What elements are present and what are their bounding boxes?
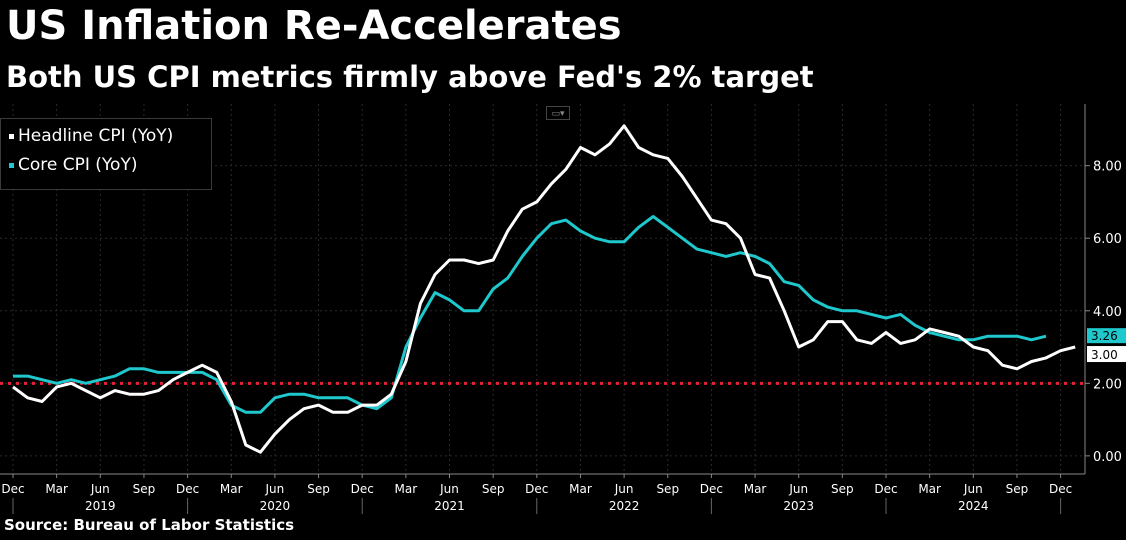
x-tick-label: Jun (963, 482, 983, 496)
x-tick-label: Mar (918, 482, 941, 496)
chart-type-icon[interactable]: ▭▾ (546, 106, 570, 120)
x-tick-label: Jun (439, 482, 459, 496)
x-tick-label: Dec (525, 482, 548, 496)
legend-label-core: Core CPI (YoY) (18, 155, 138, 175)
x-tick-label: Dec (1049, 482, 1072, 496)
headline-last-value-tag (1087, 346, 1126, 363)
x-tick-label: Mar (45, 482, 68, 496)
source-note: Source: Bureau of Labor Statistics (4, 516, 295, 534)
chart-subtitle: Both US CPI metrics firmly above Fed's 2… (6, 60, 814, 94)
x-year-label: 2023 (783, 499, 814, 513)
x-tick-label: Sep (482, 482, 505, 496)
y-tick-label: 8.00 (1093, 160, 1122, 175)
headline-last-value-label: 3.00 (1091, 348, 1118, 362)
y-tick-label: 2.00 (1093, 377, 1122, 392)
x-year-label: 2019 (85, 499, 116, 513)
x-tick-label: Mar (220, 482, 243, 496)
x-tick-label: Mar (744, 482, 767, 496)
x-year-label: 2022 (609, 499, 640, 513)
x-tick-label: Dec (700, 482, 723, 496)
legend-swatch-headline (9, 133, 14, 139)
x-tick-label: Sep (831, 482, 854, 496)
legend-swatch-core (9, 162, 14, 168)
headline-cpi-line (12, 124, 1076, 454)
core-last-value-label: 3.26 (1091, 329, 1118, 343)
y-tick-label: 0.00 (1093, 450, 1122, 465)
x-year-label: 2021 (434, 499, 465, 513)
x-tick-label: Dec (874, 482, 897, 496)
core-last-value-tag (1087, 328, 1126, 344)
x-tick-label: Mar (395, 482, 418, 496)
x-tick-label: Mar (569, 482, 592, 496)
legend-item-core: Core CPI (YoY) (9, 154, 137, 176)
x-tick-label: Dec (176, 482, 199, 496)
y-tick-label: 4.00 (1093, 305, 1122, 320)
x-tick-label: Sep (307, 482, 330, 496)
x-tick-label: Sep (656, 482, 679, 496)
x-tick-label: Sep (1006, 482, 1029, 496)
legend-item-headline: Headline CPI (YoY) (9, 125, 173, 147)
x-tick-label: Jun (788, 482, 808, 496)
x-year-label: 2020 (260, 499, 291, 513)
x-tick-label: Jun (90, 482, 110, 496)
x-tick-label: Jun (614, 482, 634, 496)
x-tick-label: Jun (265, 482, 285, 496)
y-tick-label: 6.00 (1093, 232, 1122, 247)
x-tick-label: Dec (1, 482, 24, 496)
x-tick-label: Sep (133, 482, 156, 496)
legend-label-headline: Headline CPI (YoY) (18, 126, 174, 146)
x-tick-label: Dec (351, 482, 374, 496)
chart-title: US Inflation Re-Accelerates (6, 3, 622, 49)
chart-legend: Headline CPI (YoY) Core CPI (YoY) (0, 118, 212, 190)
x-year-label: 2024 (958, 499, 989, 513)
